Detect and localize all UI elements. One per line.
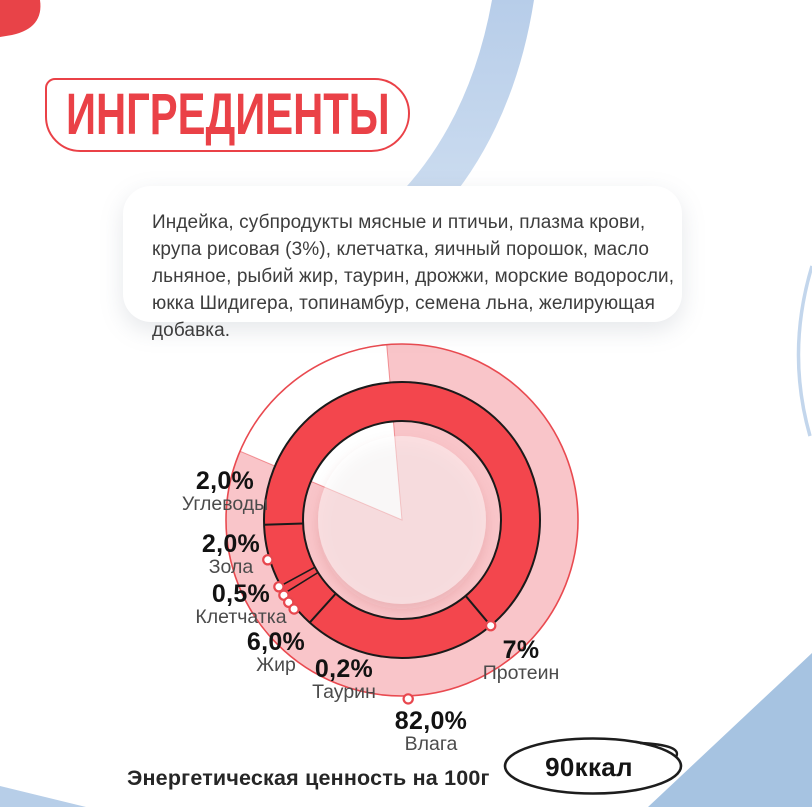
label-carbs-name: Углеводы: [181, 493, 269, 515]
ingredients-card: Индейка, субпродукты мясные и птичьи, пл…: [123, 186, 682, 341]
moisture-disc-outline: [225, 343, 579, 697]
corner-red-accent: [0, 0, 41, 37]
marker-dot-moisture: [402, 693, 414, 705]
label-moisture: 82,0% Влага: [395, 708, 467, 755]
label-protein-name: Протеин: [482, 662, 560, 684]
ring-inner-outline: [302, 420, 502, 620]
label-protein: 7% Протеин: [483, 637, 560, 684]
label-fat-name: Жир: [256, 654, 296, 676]
inner-raised-disc: [318, 436, 486, 604]
label-carbs-value: 2,0%: [195, 467, 255, 495]
marker-dot-fiber: [273, 581, 285, 593]
label-moisture-name: Влага: [404, 733, 458, 755]
label-taurine: 0,2% Таурин: [312, 656, 376, 703]
label-taurine-value: 0,2%: [314, 655, 374, 683]
label-fiber-value: 0,5%: [211, 580, 271, 608]
label-moisture-value: 82,0%: [394, 707, 468, 735]
ring-outer-outline: [263, 381, 541, 659]
bottom-right-triangle-decoration: [648, 653, 812, 807]
label-carbs: 2,0% Углеводы: [182, 468, 268, 515]
ingredients-text: Индейка, субпродукты мясные и птичьи, пл…: [152, 212, 675, 341]
label-fat-value: 6,0%: [246, 628, 306, 656]
ring-segment-dividers: [264, 522, 492, 627]
label-protein-value: 7%: [502, 636, 540, 664]
label-ash: 2,0% Зола: [202, 531, 260, 578]
kcal-badge-text: 90ккал: [545, 752, 633, 782]
blue-ribbon-decoration: [396, 0, 534, 212]
marker-dot-taurine: [288, 603, 300, 615]
label-taurine-name: Таурин: [312, 681, 376, 703]
title-box: ИНГРЕДИЕНТЫ: [45, 78, 410, 152]
label-fiber-name: Клетчатка: [195, 606, 287, 628]
nutrition-donut-chart: [225, 343, 579, 705]
kcal-badge-oval: [503, 737, 683, 795]
page-title: ИНГРЕДИЕНТЫ: [65, 82, 390, 147]
blue-arc-decoration: [796, 265, 812, 437]
energy-value-label: Энергетическая ценность на 100г: [127, 766, 490, 790]
label-fat: 6,0% Жир: [247, 629, 305, 676]
label-ash-value: 2,0%: [201, 530, 261, 558]
marker-dot-protein: [485, 620, 497, 632]
marker-dot-ash: [262, 554, 274, 566]
label-fiber: 0,5% Клетчатка: [195, 581, 286, 628]
label-ash-name: Зола: [208, 556, 254, 578]
segment-marker-dots: [262, 554, 497, 705]
bottom-left-triangle-decoration: [0, 786, 86, 807]
